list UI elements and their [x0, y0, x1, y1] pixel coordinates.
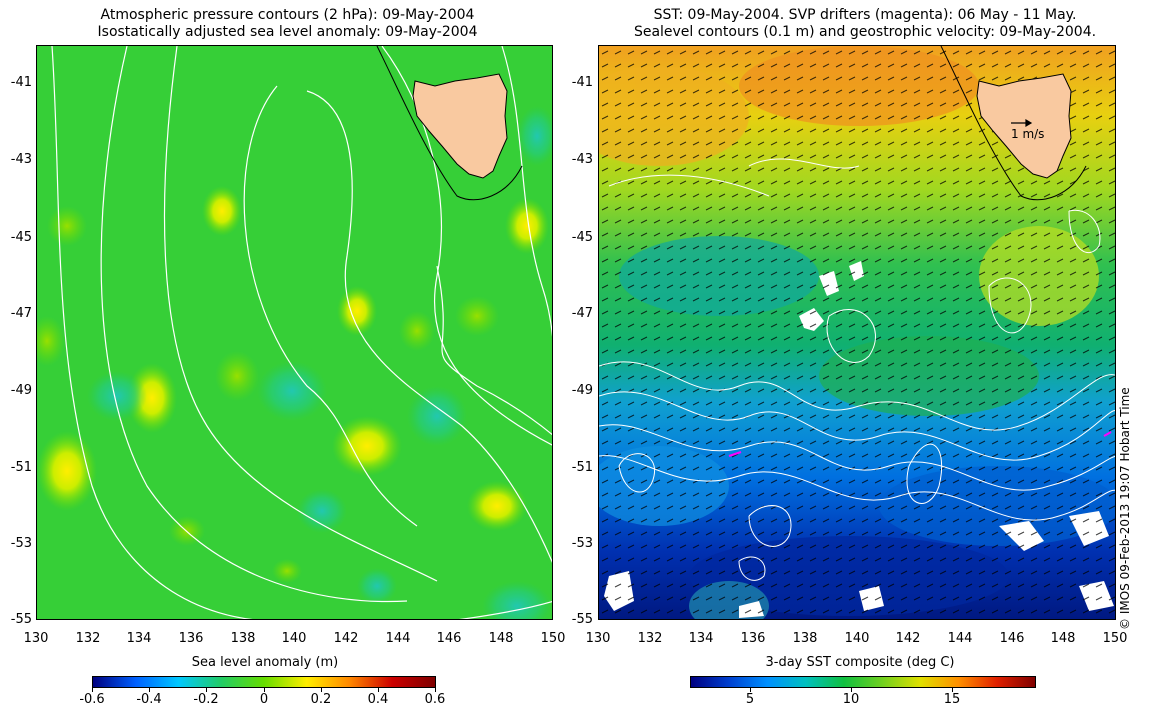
left-x-tick: 138: [230, 631, 256, 646]
right-x-tick: 140: [844, 631, 870, 646]
sla-colorbar-title: Sea level anomaly (m): [191, 655, 339, 670]
left-x-tick: 144: [385, 631, 411, 646]
copyright-label: © IMOS 09-Feb-2013 19:07 Hobart Time: [1118, 387, 1132, 630]
left-y-tick: -45: [10, 230, 32, 245]
pressure-contours: [51, 46, 552, 619]
right-x-tick: 146: [999, 631, 1025, 646]
sst-colorbar-title: 3-day SST composite (deg C): [765, 655, 955, 670]
svp-drifter-tracks: [728, 431, 1112, 457]
right-y-tick: -45: [571, 230, 593, 245]
left-x-tick: 142: [333, 631, 359, 646]
velocity-scale-label: 1 m/s: [1011, 127, 1044, 141]
right-y-tick: -51: [571, 460, 593, 475]
right-x-tick: 134: [688, 631, 714, 646]
right-y-tick: -55: [571, 612, 593, 627]
right-y-tick: -41: [571, 75, 593, 90]
sst-colorbar-tick: 5: [745, 692, 755, 707]
right-x-tick: 144: [947, 631, 973, 646]
right-x-tick: 142: [895, 631, 921, 646]
sla-colorbar: [92, 676, 436, 688]
sla-colorbar-tick: -0.6: [79, 692, 105, 707]
left-x-tick: 136: [178, 631, 204, 646]
sla-colorbar-tick: -0.4: [136, 692, 162, 707]
right-y-tick: -49: [571, 383, 593, 398]
left-x-tick: 146: [436, 631, 462, 646]
left-x-tick: 134: [126, 631, 152, 646]
left-x-tick: 130: [23, 631, 49, 646]
sealevel-contours: [599, 158, 1115, 581]
right-y-tick: -43: [571, 152, 593, 167]
velocity-scale-arrow: [1011, 118, 1033, 128]
sla-colorbar-tick: 0.6: [424, 692, 446, 707]
left-y-tick: -55: [10, 612, 32, 627]
right-x-tick: 150: [1102, 631, 1128, 646]
left-y-tick: -53: [10, 536, 32, 551]
right-x-tick: 136: [740, 631, 766, 646]
left-x-tick: 132: [75, 631, 101, 646]
right-x-tick: 148: [1050, 631, 1076, 646]
left-y-tick: -43: [10, 152, 32, 167]
left-y-tick: -49: [10, 383, 32, 398]
left-x-tick: 150: [540, 631, 566, 646]
left-y-tick: -47: [10, 306, 32, 321]
sst-composite-map: 1 m/s: [598, 45, 1116, 620]
right-y-tick: -47: [571, 306, 593, 321]
right-map-title: SST: 09-May-2004. SVP drifters (magenta)…: [590, 7, 1140, 41]
tasmania-landmass: [412, 73, 508, 179]
sla-blobs: [37, 106, 552, 619]
sst-colorbar-tick: 10: [842, 692, 860, 707]
left-x-tick: 140: [281, 631, 307, 646]
sla-colorbar-tick: 0.2: [310, 692, 332, 707]
left-y-tick: -51: [10, 460, 32, 475]
sst-colorbar-tick: 15: [943, 692, 961, 707]
right-x-tick: 132: [637, 631, 663, 646]
tasmania-landmass: [976, 73, 1072, 179]
right-y-tick: -53: [571, 536, 593, 551]
sla-colorbar-tick: 0.4: [367, 692, 389, 707]
left-title-line2: Isostatically adjusted sea level anomaly…: [97, 24, 478, 40]
left-y-tick: -41: [10, 75, 32, 90]
left-map-title: Atmospheric pressure contours (2 hPa): 0…: [60, 7, 515, 41]
left-title-line1: Atmospheric pressure contours (2 hPa): 0…: [100, 7, 475, 23]
right-x-tick: 138: [792, 631, 818, 646]
right-title-line2: Sealevel contours (0.1 m) and geostrophi…: [633, 24, 1097, 40]
sst-colorbar: [690, 676, 1036, 688]
right-title-line1: SST: 09-May-2004. SVP drifters (magenta)…: [653, 7, 1077, 23]
sea-level-anomaly-map: [36, 45, 553, 620]
right-x-tick: 130: [585, 631, 611, 646]
sla-colorbar-tick: 0: [259, 692, 269, 707]
left-x-tick: 148: [488, 631, 514, 646]
sla-colorbar-tick: -0.2: [193, 692, 219, 707]
